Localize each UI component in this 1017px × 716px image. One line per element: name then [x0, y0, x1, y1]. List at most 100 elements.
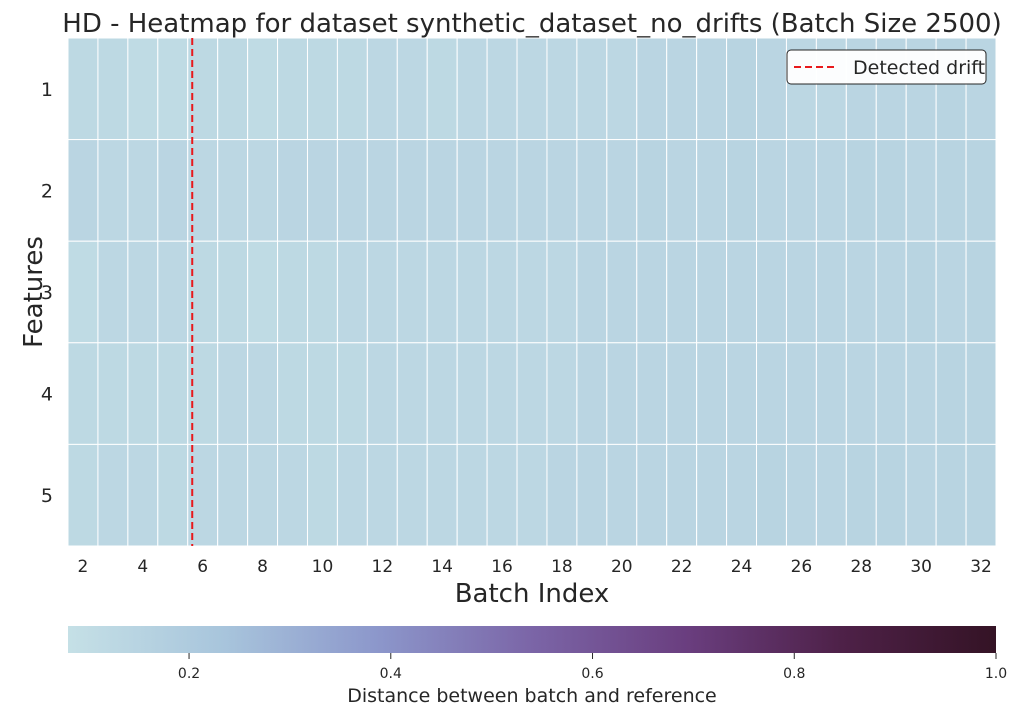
- heatmap-cell: [516, 443, 548, 547]
- heatmap-cell: [606, 37, 638, 141]
- heatmap-cell: [486, 37, 518, 141]
- heatmap-cell: [756, 342, 787, 445]
- heatmap-cell: [965, 443, 997, 547]
- heatmap-cell: [426, 342, 458, 445]
- heatmap-cell: [306, 240, 338, 344]
- heatmap-cell: [217, 240, 249, 344]
- heatmap-cell: [576, 342, 608, 445]
- heatmap-cell: [546, 37, 578, 141]
- heatmap-cell: [845, 240, 877, 344]
- heatmap-cell: [726, 240, 758, 344]
- x-tick-label: 26: [791, 557, 813, 577]
- heatmap-cell: [815, 139, 847, 242]
- heatmap-cell: [366, 240, 398, 344]
- heatmap-cell: [157, 139, 189, 242]
- heatmap-cell: [606, 139, 638, 242]
- heatmap-cell: [726, 139, 758, 242]
- heatmap-cell: [546, 139, 578, 242]
- colorbar-tick-label: 0.2: [178, 666, 200, 682]
- x-tick-label: 30: [910, 557, 932, 577]
- legend-label: Detected drift: [853, 57, 985, 79]
- heatmap-cell: [666, 139, 698, 242]
- heatmap-cell: [306, 342, 338, 445]
- x-tick-label: 12: [372, 557, 394, 577]
- heatmap-cell: [277, 342, 308, 445]
- heatmap-cell: [157, 240, 189, 344]
- heatmap-cell: [127, 37, 159, 141]
- heatmap-cell: [366, 342, 398, 445]
- heatmap-cell: [217, 139, 249, 242]
- heatmap-cell: [306, 139, 338, 242]
- heatmap-cell: [636, 37, 668, 141]
- heatmap-cell: [97, 139, 129, 242]
- heatmap-cell: [456, 443, 488, 547]
- colorbar-tick-label: 0.4: [380, 666, 402, 682]
- x-tick-label: 22: [671, 557, 693, 577]
- x-tick-label: 24: [731, 557, 753, 577]
- heatmap-cell: [546, 342, 578, 445]
- heatmap-cell: [157, 37, 189, 141]
- heatmap-cell: [247, 342, 279, 445]
- heatmap-cell: [696, 37, 728, 141]
- heatmap-cell: [935, 443, 967, 547]
- heatmap-cell: [576, 443, 608, 547]
- heatmap-cell: [277, 139, 308, 242]
- heatmap-cell: [905, 342, 937, 445]
- heatmap-cell: [516, 240, 548, 344]
- heatmap-cell: [875, 443, 907, 547]
- heatmap-cell: [516, 139, 548, 242]
- heatmap-cell: [875, 240, 907, 344]
- heatmap-cell: [336, 342, 368, 445]
- heatmap-cell: [696, 443, 728, 547]
- x-tick-label: 32: [970, 557, 992, 577]
- heatmap-cell: [247, 139, 279, 242]
- y-tick-label: 3: [41, 282, 53, 304]
- heatmap-cell: [696, 240, 728, 344]
- colorbar-ticks: 0.2 0.4 0.6 0.8 1.0: [178, 653, 1007, 682]
- heatmap-cell: [815, 342, 847, 445]
- y-tick-label: 2: [41, 180, 53, 202]
- heatmap-cell: [127, 139, 159, 242]
- heatmap-cell: [756, 37, 787, 141]
- heatmap-cell: [306, 37, 338, 141]
- heatmap-cell: [247, 37, 279, 141]
- heatmap-cell: [396, 342, 428, 445]
- heatmap-cell: [217, 342, 249, 445]
- heatmap-cell: [756, 240, 787, 344]
- heatmap-cell: [127, 240, 159, 344]
- y-tick-label: 5: [41, 485, 53, 507]
- heatmap-cell: [875, 139, 907, 242]
- heatmap-cell: [426, 443, 458, 547]
- heatmap-cell: [67, 240, 99, 344]
- y-tick-labels: 1 2 3 4 5: [41, 79, 53, 507]
- x-tick-label: 28: [850, 557, 872, 577]
- y-tick-label: 4: [41, 384, 53, 406]
- colorbar-label: Distance between batch and reference: [347, 685, 717, 707]
- x-tick-label: 8: [257, 557, 268, 577]
- heatmap-cell: [726, 342, 758, 445]
- heatmap-cell: [277, 240, 308, 344]
- heatmap-cell: [845, 139, 877, 242]
- heatmap-cell: [396, 37, 428, 141]
- heatmap-cell: [905, 240, 937, 344]
- heatmap-cell: [636, 240, 668, 344]
- heatmap-cell: [606, 240, 638, 344]
- heatmap-cell: [127, 342, 159, 445]
- heatmap-cell: [636, 443, 668, 547]
- heatmap-cell: [696, 342, 728, 445]
- heatmap-cell: [217, 37, 249, 141]
- heatmap-cell: [366, 37, 398, 141]
- heatmap-cell: [875, 342, 907, 445]
- heatmap-cell: [606, 342, 638, 445]
- heatmap-cell: [456, 240, 488, 344]
- heatmap-cell: [67, 37, 99, 141]
- legend: Detected drift: [786, 49, 987, 85]
- heatmap-cell: [97, 37, 129, 141]
- heatmap-cell: [97, 240, 129, 344]
- heatmap-cell: [785, 342, 817, 445]
- heatmap-cell: [756, 443, 787, 547]
- heatmap-cell: [127, 443, 159, 547]
- heatmap-cell: [217, 443, 249, 547]
- x-tick-label: 20: [611, 557, 633, 577]
